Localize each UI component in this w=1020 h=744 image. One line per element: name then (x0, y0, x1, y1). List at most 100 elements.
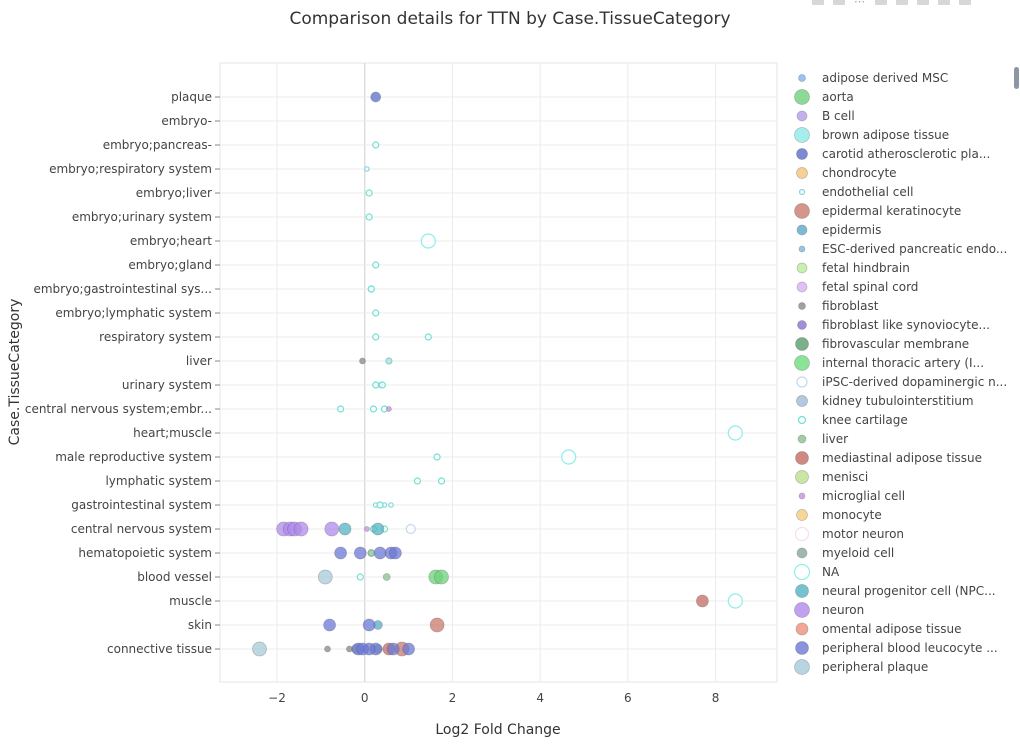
legend-item[interactable]: brown adipose tissue (794, 127, 950, 143)
zoom-in-icon[interactable] (896, 0, 908, 5)
zoom-out-icon[interactable] (917, 0, 929, 5)
data-point[interactable] (696, 594, 709, 608)
data-point[interactable] (561, 449, 577, 465)
data-point[interactable] (372, 333, 380, 341)
data-point[interactable] (382, 573, 391, 581)
data-point[interactable] (356, 573, 364, 581)
legend-item[interactable]: fibroblast (798, 299, 879, 313)
data-point[interactable] (337, 405, 345, 413)
data-point[interactable] (367, 285, 375, 293)
legend-item[interactable]: knee cartilage (797, 413, 908, 427)
data-point[interactable] (386, 642, 400, 656)
data-point[interactable] (359, 357, 366, 365)
legend-item[interactable]: endothelial cell (798, 185, 914, 199)
data-point[interactable] (727, 593, 743, 609)
data-point[interactable] (353, 546, 367, 560)
legend-item[interactable]: peripheral blood leucocyte ... (795, 641, 998, 655)
legend-item[interactable]: kidney tubulointerstitium (796, 394, 974, 408)
data-point[interactable] (356, 642, 369, 656)
data-point[interactable] (405, 523, 416, 535)
legend[interactable]: adipose derived MSC aorta B cell brown adip… (793, 71, 1008, 675)
data-point[interactable] (386, 406, 392, 412)
legend-label: monocyte (822, 508, 882, 522)
legend-item[interactable]: motor neuron (794, 526, 905, 542)
autoscale-icon[interactable] (938, 0, 950, 5)
legend-item[interactable]: epidermis (796, 223, 881, 237)
legend-item[interactable]: iPSC-derived dopaminergic n... (796, 375, 1007, 389)
legend-item[interactable]: liver (797, 432, 848, 446)
zoom-icon[interactable] (833, 0, 845, 5)
legend-item[interactable]: aorta (794, 89, 854, 105)
data-point[interactable] (252, 641, 267, 657)
legend-item[interactable]: fetal hindbrain (796, 261, 910, 275)
lasso-icon[interactable] (875, 0, 887, 5)
data-point[interactable] (362, 618, 376, 632)
legend-item[interactable]: epidermal keratinocyte (794, 203, 962, 219)
data-point[interactable] (365, 213, 373, 221)
y-axis-label: Case.TissueCategory (7, 299, 23, 446)
legend-item[interactable]: neuron (794, 602, 865, 618)
data-point[interactable] (389, 546, 402, 560)
legend-scrollbar[interactable] (1014, 67, 1019, 89)
data-point[interactable] (372, 309, 380, 317)
data-point[interactable] (338, 522, 352, 536)
legend-item[interactable]: neural progenitor cell (NPC... (795, 584, 996, 598)
data-point[interactable] (323, 618, 336, 632)
data-point[interactable] (373, 546, 387, 560)
data-point[interactable] (370, 91, 382, 103)
legend-item[interactable]: monocyte (796, 508, 882, 522)
legend-item[interactable]: omental adipose tissue (795, 622, 961, 636)
data-point[interactable] (420, 233, 436, 249)
legend-item[interactable]: NA (793, 563, 840, 581)
data-points[interactable] (252, 91, 743, 657)
legend-item[interactable]: adipose derived MSC (798, 71, 949, 85)
legend-item[interactable]: internal thoracic artery (I... (794, 355, 985, 371)
data-point[interactable] (378, 381, 386, 389)
legend-label: fetal hindbrain (822, 261, 910, 275)
data-point[interactable] (371, 522, 385, 536)
data-point[interactable] (364, 526, 370, 532)
data-point[interactable] (372, 141, 380, 149)
data-point[interactable] (324, 521, 340, 537)
data-point[interactable] (293, 521, 309, 537)
data-point[interactable] (317, 569, 333, 585)
legend-item[interactable]: carotid atherosclerotic pla... (796, 147, 991, 161)
legend-item[interactable]: fibrovascular membrane (795, 337, 970, 351)
legend-item[interactable]: chondrocyte (796, 166, 897, 180)
data-point[interactable] (424, 333, 432, 341)
data-point[interactable] (429, 617, 445, 633)
data-point[interactable] (372, 381, 380, 389)
select-icon[interactable]: ⋯ (854, 0, 866, 8)
x-tick-label: 0 (361, 691, 369, 705)
legend-item[interactable]: ESC-derived pancreatic endo... (798, 242, 1007, 256)
camera-icon[interactable] (812, 0, 824, 5)
legend-item[interactable]: peripheral plaque (794, 659, 929, 675)
legend-item[interactable]: fetal spinal cord (796, 280, 918, 294)
plot-area[interactable] (219, 62, 778, 683)
data-point[interactable] (388, 502, 394, 508)
legend-item[interactable]: fibroblast like synoviocyte... (797, 318, 990, 332)
data-point[interactable] (369, 405, 378, 413)
legend-item[interactable]: mediastinal adipose tissue (795, 451, 983, 465)
legend-item[interactable]: microglial cell (798, 489, 905, 503)
data-point[interactable] (324, 645, 331, 653)
data-point[interactable] (433, 453, 441, 461)
data-point[interactable] (365, 189, 373, 197)
data-point[interactable] (364, 166, 370, 172)
reset-axes-icon[interactable] (959, 0, 971, 5)
legend-label: carotid atherosclerotic pla... (822, 147, 990, 161)
data-point[interactable] (434, 569, 449, 585)
legend-item[interactable]: menisci (795, 470, 869, 484)
data-point[interactable] (437, 477, 446, 485)
data-point[interactable] (402, 642, 415, 656)
legend-item[interactable]: myeloid cell (796, 546, 894, 560)
data-point[interactable] (385, 357, 393, 365)
data-point[interactable] (727, 425, 743, 441)
data-point[interactable] (372, 261, 380, 269)
modebar[interactable]: ⋯ (812, 0, 992, 8)
data-point[interactable] (367, 549, 376, 557)
data-point[interactable] (334, 546, 347, 560)
legend-item[interactable]: B cell (796, 109, 855, 123)
data-point[interactable] (413, 477, 421, 485)
data-point[interactable] (376, 501, 384, 509)
